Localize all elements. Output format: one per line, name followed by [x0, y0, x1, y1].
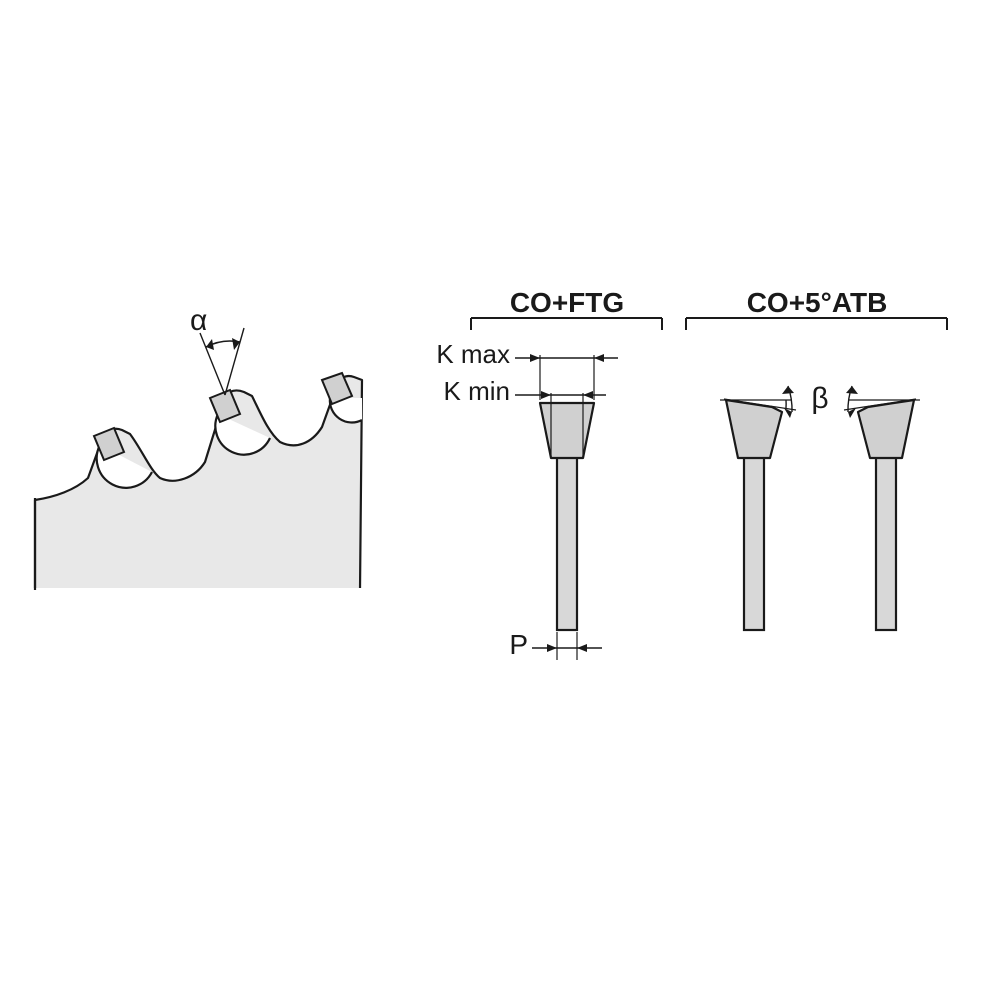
atb-tooth-l	[726, 400, 782, 458]
co-atb-label: CO+5°ATB	[747, 287, 888, 318]
co-ftg-group: CO+FTG K max K min P	[436, 287, 662, 660]
kmin-label: K min	[444, 376, 510, 406]
p-label: P	[509, 629, 528, 660]
alpha-line-2	[225, 328, 244, 395]
atb-tooth-r	[858, 400, 914, 458]
alpha-arrow-l	[206, 339, 214, 350]
kmax-label: K max	[436, 339, 510, 369]
blade-profile: α	[30, 304, 370, 608]
blade-body	[35, 376, 362, 590]
atb-shaft-l	[744, 452, 764, 630]
ftg-tooth	[540, 403, 594, 458]
ftg-shaft	[557, 450, 577, 630]
co-ftg-label: CO+FTG	[510, 287, 624, 318]
alpha-label: α	[190, 304, 207, 337]
diagram-svg: α CO+FTG K max K min P	[0, 0, 1000, 1000]
beta-label: β	[811, 382, 828, 415]
co-atb-group: CO+5°ATB β	[686, 287, 947, 630]
atb-shaft-r	[876, 452, 896, 630]
